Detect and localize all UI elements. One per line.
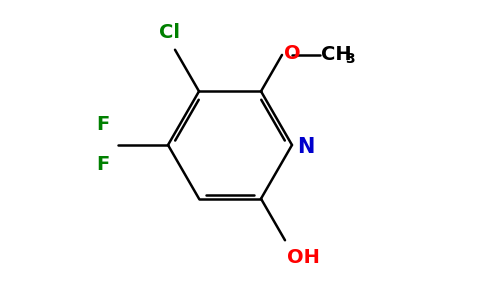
Text: 3: 3 bbox=[345, 52, 355, 66]
Text: N: N bbox=[297, 137, 315, 157]
Text: F: F bbox=[97, 116, 110, 134]
Text: CH: CH bbox=[321, 45, 351, 64]
Text: O: O bbox=[284, 44, 301, 63]
Text: OH: OH bbox=[287, 248, 320, 267]
Text: Cl: Cl bbox=[160, 23, 181, 42]
Text: F: F bbox=[97, 155, 110, 175]
